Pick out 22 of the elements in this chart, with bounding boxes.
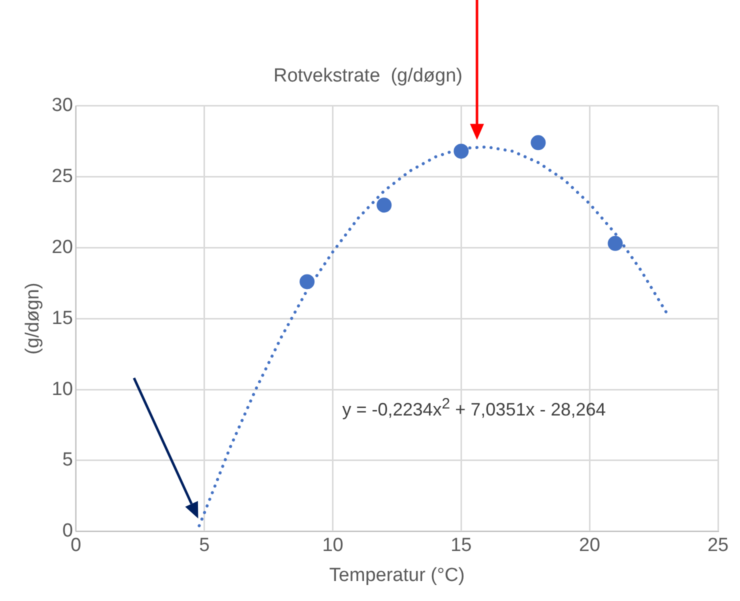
x-tick-label: 5	[199, 535, 210, 556]
point	[530, 135, 546, 150]
point	[454, 144, 469, 159]
y-tick-label: 20	[52, 236, 73, 258]
x-tick-label: 25	[707, 535, 729, 556]
line-series	[198, 145, 668, 528]
x-tick-label: 15	[450, 535, 472, 556]
y-tick-label: 25	[52, 166, 73, 187]
x-tick-label: 20	[579, 535, 600, 556]
y-tick-label: 15	[52, 308, 73, 329]
y-axis-title: (g/døgn)	[22, 282, 44, 355]
point	[608, 236, 623, 251]
x-axis-title: Temperatur (°C)	[329, 564, 465, 586]
y-tick-label: 10	[52, 378, 73, 400]
annotation: y = -0,2234x$^{2}$ + 7,0351x - 28,264	[342, 395, 606, 420]
x-tick-label: 10	[322, 535, 344, 556]
y-tick-label: 30	[52, 95, 73, 116]
chart-title: Rotvekstrate (g/døgn)	[273, 66, 463, 87]
y-tick-label: 0	[62, 520, 73, 542]
y-tick-label: 5	[62, 450, 73, 471]
point	[376, 198, 392, 213]
point	[300, 274, 315, 290]
